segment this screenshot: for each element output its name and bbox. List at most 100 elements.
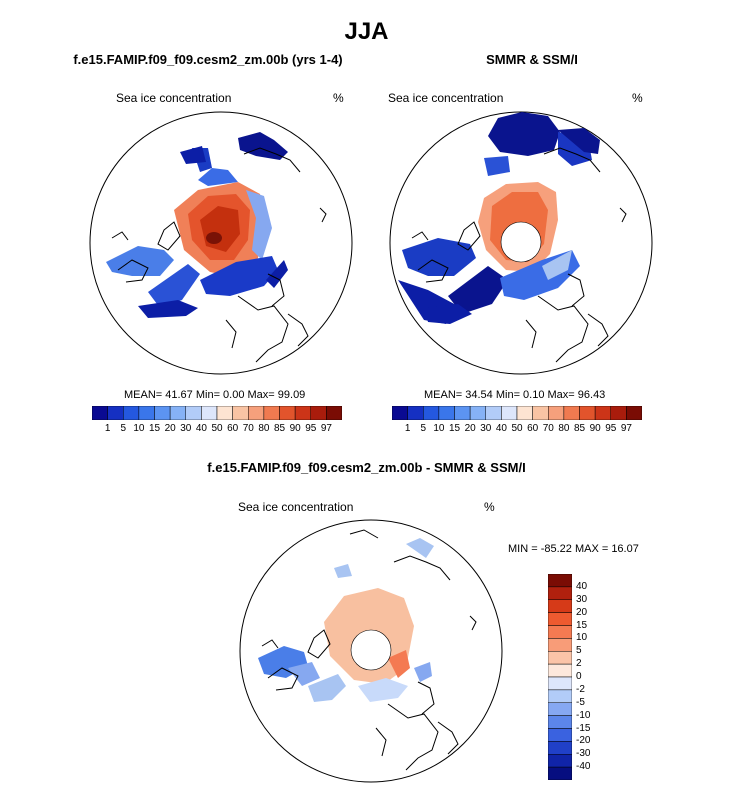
panel-1-colorbar-label: 1 [104, 423, 111, 434]
panel-1-ice-field [106, 132, 288, 318]
panel-3-colorbar-swatch [548, 663, 572, 678]
panel-2-colorbar-swatch [438, 406, 455, 420]
panel-2-colorbar-swatch [501, 406, 518, 420]
panel-1-colorbar-swatch [185, 406, 202, 420]
panel-1-colorbar-swatch [232, 406, 249, 420]
panel-1-colorbar-label: 80 [258, 423, 270, 434]
panel-2-colorbar-swatch [392, 406, 408, 420]
panel-2-colorbar [392, 406, 642, 420]
panel-2-title: SMMR & SSM/I [486, 52, 578, 67]
panel-1-colorbar-swatch [248, 406, 265, 420]
panel-3-colorbar-swatch [548, 754, 572, 768]
panel-2-colorbar-swatch [579, 406, 596, 420]
panel-2-colorbar-label: 50 [511, 423, 523, 434]
panel-1-polar-map [89, 111, 353, 375]
panel-1-colorbar-label: 5 [120, 423, 127, 434]
panel-3-stats: MIN = -85.22 MAX = 16.07 [508, 543, 639, 555]
panel-1-colorbar-labels: 1 5 10 15 20 30 40 50 60 70 80 85 90 95 97 [92, 423, 342, 439]
panel-1-colorbar-swatch [169, 406, 187, 420]
panel-1-colorbar-swatch [92, 406, 108, 420]
panel-3-units: % [484, 500, 495, 514]
panel-1-colorbar-swatch [138, 406, 155, 420]
panel-2-colorbar-swatch [610, 406, 627, 420]
panel-1-colorbar-label: 20 [164, 423, 176, 434]
panel-2-colorbar-label: 95 [605, 423, 617, 434]
panel-3-colorbar-swatch [548, 574, 572, 588]
panel-3-colorbar-label: -15 [576, 722, 591, 734]
panel-1-colorbar-swatch [201, 406, 218, 420]
panel-3-colorbar-swatch [548, 702, 572, 716]
panel-3-title: f.e15.FAMIP.f09_f09.cesm2_zm.00b - SMMR … [207, 460, 526, 475]
panel-2-colorbar-label: 5 [420, 423, 427, 434]
panel-1-colorbar-label: 95 [305, 423, 317, 434]
panel-1-colorbar [92, 406, 342, 420]
panel-3-colorbar-label: 15 [576, 619, 588, 631]
panel-3-colorbar-labels: 40 30 20 15 10 5 2 0 -2 -5 -10 -15 -20 -30 -40 [576, 574, 616, 780]
panel-2-colorbar-label: 30 [480, 423, 492, 434]
panel-1-colorbar-label: 50 [211, 423, 223, 434]
panel-1-colorbar-swatch [123, 406, 140, 420]
panel-3-colorbar-label: 30 [576, 593, 588, 605]
panel-2-colorbar-label: 85 [573, 423, 586, 434]
panel-1-colorbar-label: 70 [242, 423, 254, 434]
panel-3-colorbar-swatch [548, 689, 572, 704]
panel-2-colorbar-label: 97 [620, 423, 632, 434]
panel-2-colorbar-label: 1 [404, 423, 411, 434]
panel-3-colorbar-label: 20 [576, 606, 588, 618]
panel-1-colorbar-label: 97 [320, 423, 332, 434]
panel-1-colorbar-label: 85 [273, 423, 286, 434]
panel-3-colorbar-swatch [548, 612, 572, 626]
panel-1-colorbar-label: 90 [289, 423, 301, 434]
panel-3-colorbar-swatch [548, 741, 572, 755]
panel-2-colorbar-label: 40 [495, 423, 507, 434]
panel-2-colorbar-swatch [594, 406, 612, 420]
panel-3-polar-map [239, 519, 503, 783]
panel-3-colorbar-swatch [548, 766, 572, 780]
panel-1-stats: MEAN= 41.67 Min= 0.00 Max= 99.09 [124, 389, 306, 401]
panel-1-units: % [333, 91, 344, 105]
panel-2-polar-map [389, 111, 653, 375]
panel-3-colorbar-swatch [548, 638, 572, 652]
panel-2-colorbar-labels: 1 5 10 15 20 30 40 50 60 70 80 85 90 95 97 [392, 423, 642, 439]
panel-3-colorbar-label: -2 [576, 683, 585, 695]
panel-2-colorbar-swatch [407, 406, 424, 420]
panel-3-colorbar-label: 2 [576, 658, 582, 670]
panel-2-stats: MEAN= 34.54 Min= 0.10 Max= 96.43 [424, 389, 606, 401]
panel-1-colorbar-label: 40 [195, 423, 207, 434]
panel-2-units: % [632, 91, 643, 105]
panel-2-colorbar-label: 70 [542, 423, 554, 434]
panel-2-colorbar-label: 90 [589, 423, 601, 434]
panel-3-colorbar-swatch [548, 625, 572, 639]
panel-3-colorbar-label: -10 [576, 709, 591, 721]
panel-2-colorbar-label: 10 [433, 423, 445, 434]
panel-2-colorbar-swatch [532, 406, 549, 420]
panel-2-colorbar-label: 15 [448, 423, 461, 434]
panel-2-colorbar-label: 60 [527, 423, 539, 434]
panel-1-title: f.e15.FAMIP.f09_f09.cesm2_zm.00b (yrs 1-… [73, 52, 343, 67]
panel-1-colorbar-swatch [263, 406, 280, 420]
panel-3-colorbar-label: 0 [576, 671, 582, 682]
panel-3-colorbar-label: -30 [576, 748, 591, 760]
panel-1-colorbar-label: 10 [133, 423, 145, 434]
panel-3-colorbar-swatch [548, 586, 572, 601]
panel-2-colorbar-label: 20 [464, 423, 476, 434]
panel-2-colorbar-swatch [626, 406, 642, 420]
panel-3-colorbar-label: -20 [576, 735, 591, 747]
panel-3-colorbar-swatch [548, 728, 572, 742]
panel-2-colorbar-swatch [485, 406, 502, 420]
panel-1-colorbar-label: 30 [180, 423, 192, 434]
panel-3-variable: Sea ice concentration [238, 500, 354, 514]
panel-1-colorbar-label: 60 [227, 423, 239, 434]
panel-2-colorbar-swatch [548, 406, 565, 420]
panel-2-coastlines [411, 147, 627, 363]
panel-3-colorbar-label: -40 [576, 761, 591, 773]
panel-2-colorbar-swatch [516, 406, 533, 420]
panel-1-colorbar-label: 15 [148, 423, 161, 434]
panel-1-colorbar-swatch [154, 406, 171, 420]
panel-2-variable: Sea ice concentration [388, 91, 504, 105]
panel-3-colorbar-label: -5 [576, 696, 585, 708]
panel-3-colorbar-label: 5 [576, 645, 582, 657]
panel-3-colorbar [548, 574, 572, 780]
main-title: JJA [344, 18, 389, 45]
panel-1-colorbar-swatch [216, 406, 233, 420]
